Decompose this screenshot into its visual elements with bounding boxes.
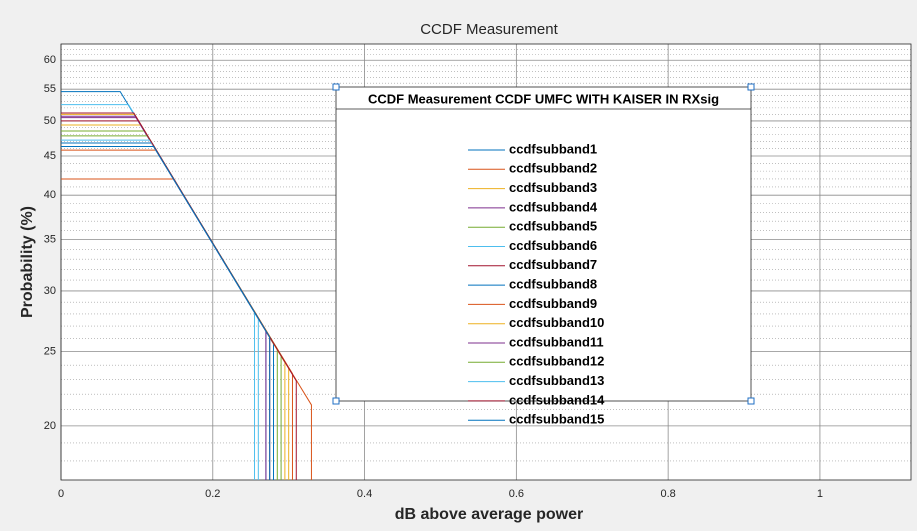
x-tick-label: 0.8 (660, 488, 675, 500)
y-tick-label: 35 (44, 234, 56, 246)
legend-handle (332, 83, 340, 91)
legend-label: ccdfsubband6 (509, 238, 597, 253)
legend-handle (747, 83, 755, 91)
legend-label: ccdfsubband5 (509, 219, 597, 234)
legend-label: ccdfsubband4 (509, 199, 598, 214)
legend-label: ccdfsubband14 (509, 392, 605, 407)
legend-box (335, 86, 752, 402)
y-tick-label: 50 (44, 115, 56, 127)
legend-label: ccdfsubband13 (509, 373, 604, 388)
legend-label: ccdfsubband9 (509, 296, 597, 311)
chart-title: CCDF Measurement (420, 21, 558, 38)
y-tick-label: 60 (44, 54, 56, 66)
legend-label: ccdfsubband12 (509, 354, 604, 369)
x-tick-label: 0.6 (509, 488, 524, 500)
legend-label: ccdfsubband7 (509, 257, 597, 272)
x-tick-label: 0.2 (205, 488, 220, 500)
x-axis-label: dB above average power (395, 506, 584, 523)
x-tick-label: 1 (817, 488, 823, 500)
x-tick-label: 0.4 (357, 488, 372, 500)
y-axis-label: Probability (%) (19, 206, 36, 318)
series-line (61, 146, 271, 480)
legend-label: ccdfsubband15 (509, 412, 604, 427)
y-tick-label: 45 (44, 150, 56, 162)
y-tick-label: 40 (44, 189, 56, 201)
legend-label: ccdfsubband11 (509, 334, 604, 349)
legend-label: ccdfsubband1 (509, 141, 597, 156)
legend-handle (332, 397, 340, 405)
y-tick-label: 30 (44, 285, 56, 297)
legend-label: ccdfsubband10 (509, 315, 604, 330)
axes-box (60, 43, 912, 481)
legend-label: ccdfsubband2 (509, 161, 597, 176)
y-tick-label: 20 (44, 420, 56, 432)
legend-label: ccdfsubband3 (509, 180, 597, 195)
y-tick-label: 55 (44, 83, 56, 95)
x-tick-label: 0 (58, 488, 64, 500)
y-tick-label: 25 (44, 346, 56, 358)
legend-handle (747, 397, 755, 405)
legend-title: CCDF Measurement CCDF UMFC WITH KAISER I… (368, 91, 719, 106)
legend-label: ccdfsubband8 (509, 277, 597, 292)
